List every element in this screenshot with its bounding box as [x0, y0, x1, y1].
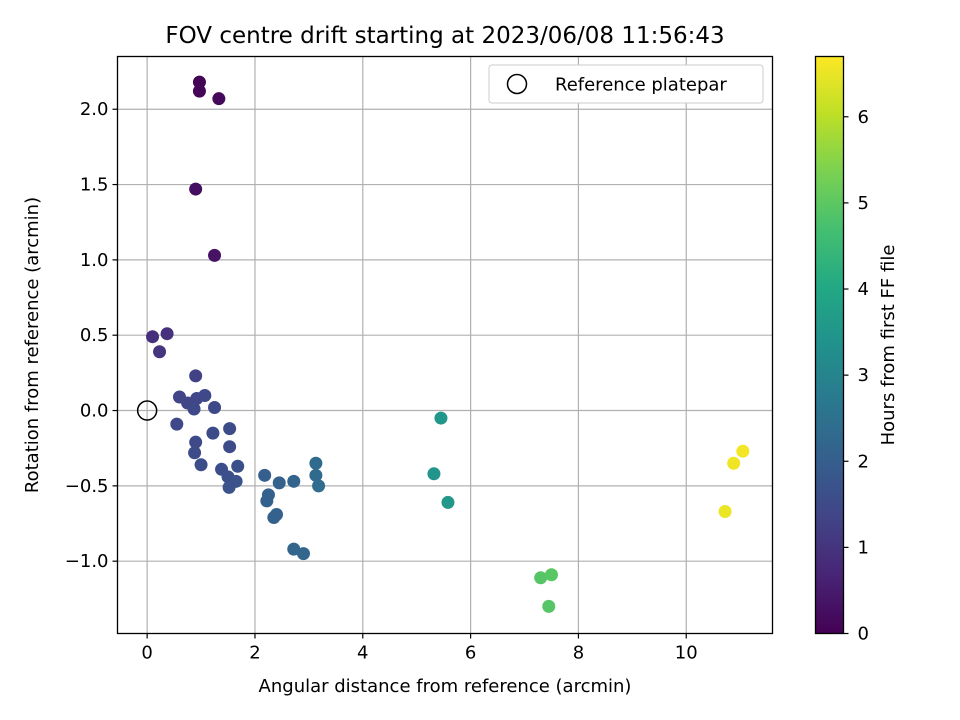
- data-point: [441, 495, 455, 509]
- data-point: [223, 422, 237, 436]
- legend-entry-reference: Reference platepar: [555, 75, 727, 96]
- data-point: [189, 182, 203, 196]
- colorbar-tick-label: 2: [858, 451, 869, 472]
- data-point: [192, 75, 206, 89]
- data-point: [170, 417, 184, 431]
- x-tick-label: 6: [465, 643, 476, 664]
- y-axis-ticks: −1.0 −0.5 0.0 0.5 1.0 1.5 2.0: [65, 99, 118, 572]
- data-point: [194, 458, 208, 472]
- colorbar-tick-label: 6: [858, 107, 869, 128]
- data-point: [287, 542, 301, 556]
- data-point: [434, 411, 448, 425]
- data-point: [187, 402, 201, 416]
- y-tick-label: 1.0: [80, 250, 109, 271]
- y-axis-label: Rotation from reference (arcmin): [22, 197, 43, 493]
- legend-reference-marker-icon: [506, 73, 528, 95]
- reference-marker-layer: [136, 400, 158, 421]
- colorbar-label: Hours from first FF file: [878, 245, 899, 446]
- data-point: [160, 327, 174, 341]
- data-point: [727, 456, 741, 470]
- data-point: [427, 467, 441, 481]
- data-point: [309, 456, 323, 470]
- x-tick-label: 4: [357, 643, 368, 664]
- data-point: [153, 345, 167, 359]
- data-point: [287, 474, 301, 488]
- data-point: [223, 440, 237, 454]
- data-point: [222, 480, 236, 494]
- colorbar-tick-label: 0: [858, 624, 869, 645]
- colorbar-tick-label: 5: [858, 193, 869, 214]
- x-axis-ticks: 0 2 4 6 8 10: [141, 633, 698, 664]
- colorbar: 0 1 2 3 4 5 6 Hours from first FF file: [814, 55, 899, 645]
- reference-platepar-marker: [136, 400, 158, 421]
- chart-title: FOV centre drift starting at 2023/06/08 …: [165, 23, 724, 49]
- x-tick-label: 8: [573, 643, 584, 664]
- data-point: [544, 568, 558, 582]
- data-point: [208, 401, 222, 415]
- colorbar-tick-label: 4: [858, 279, 869, 300]
- data-point: [258, 468, 272, 482]
- x-axis-label: Angular distance from reference (arcmin): [259, 676, 632, 697]
- plot-frame: [116, 55, 774, 635]
- colorbar-tick-label: 1: [858, 537, 869, 558]
- y-tick-label: 0.0: [80, 401, 109, 422]
- data-point: [192, 84, 206, 98]
- data-point: [208, 248, 222, 262]
- y-tick-label: 2.0: [80, 99, 109, 120]
- data-point: [718, 504, 732, 518]
- data-point: [736, 444, 750, 458]
- data-point: [206, 426, 220, 440]
- data-point: [312, 479, 326, 493]
- data-point: [189, 435, 203, 449]
- data-point: [260, 494, 274, 508]
- data-point: [188, 446, 202, 460]
- x-tick-label: 2: [249, 643, 260, 664]
- colorbar-ticks: 0 1 2 3 4 5 6: [843, 107, 869, 645]
- data-point: [198, 388, 212, 402]
- data-point: [534, 571, 548, 585]
- data-point: [146, 330, 160, 344]
- x-tick-label: 10: [675, 643, 698, 664]
- grid: [117, 56, 773, 634]
- data-point: [189, 369, 203, 383]
- data-point: [296, 547, 310, 561]
- data-point: [272, 476, 286, 490]
- data-point: [212, 92, 226, 106]
- y-tick-label: −0.5: [65, 476, 109, 497]
- data-point: [309, 468, 323, 482]
- legend: Reference platepar: [488, 64, 764, 104]
- data-points: [146, 75, 750, 613]
- legend-box: [488, 64, 764, 104]
- x-tick-label: 0: [141, 643, 152, 664]
- data-point: [542, 599, 556, 613]
- y-tick-label: 0.5: [80, 325, 109, 346]
- y-tick-label: 1.5: [80, 175, 109, 196]
- data-point: [231, 459, 245, 473]
- y-tick-label: −1.0: [65, 551, 109, 572]
- colorbar-tick-label: 3: [858, 365, 869, 386]
- data-point: [267, 510, 281, 524]
- colorbar-gradient: [814, 55, 845, 635]
